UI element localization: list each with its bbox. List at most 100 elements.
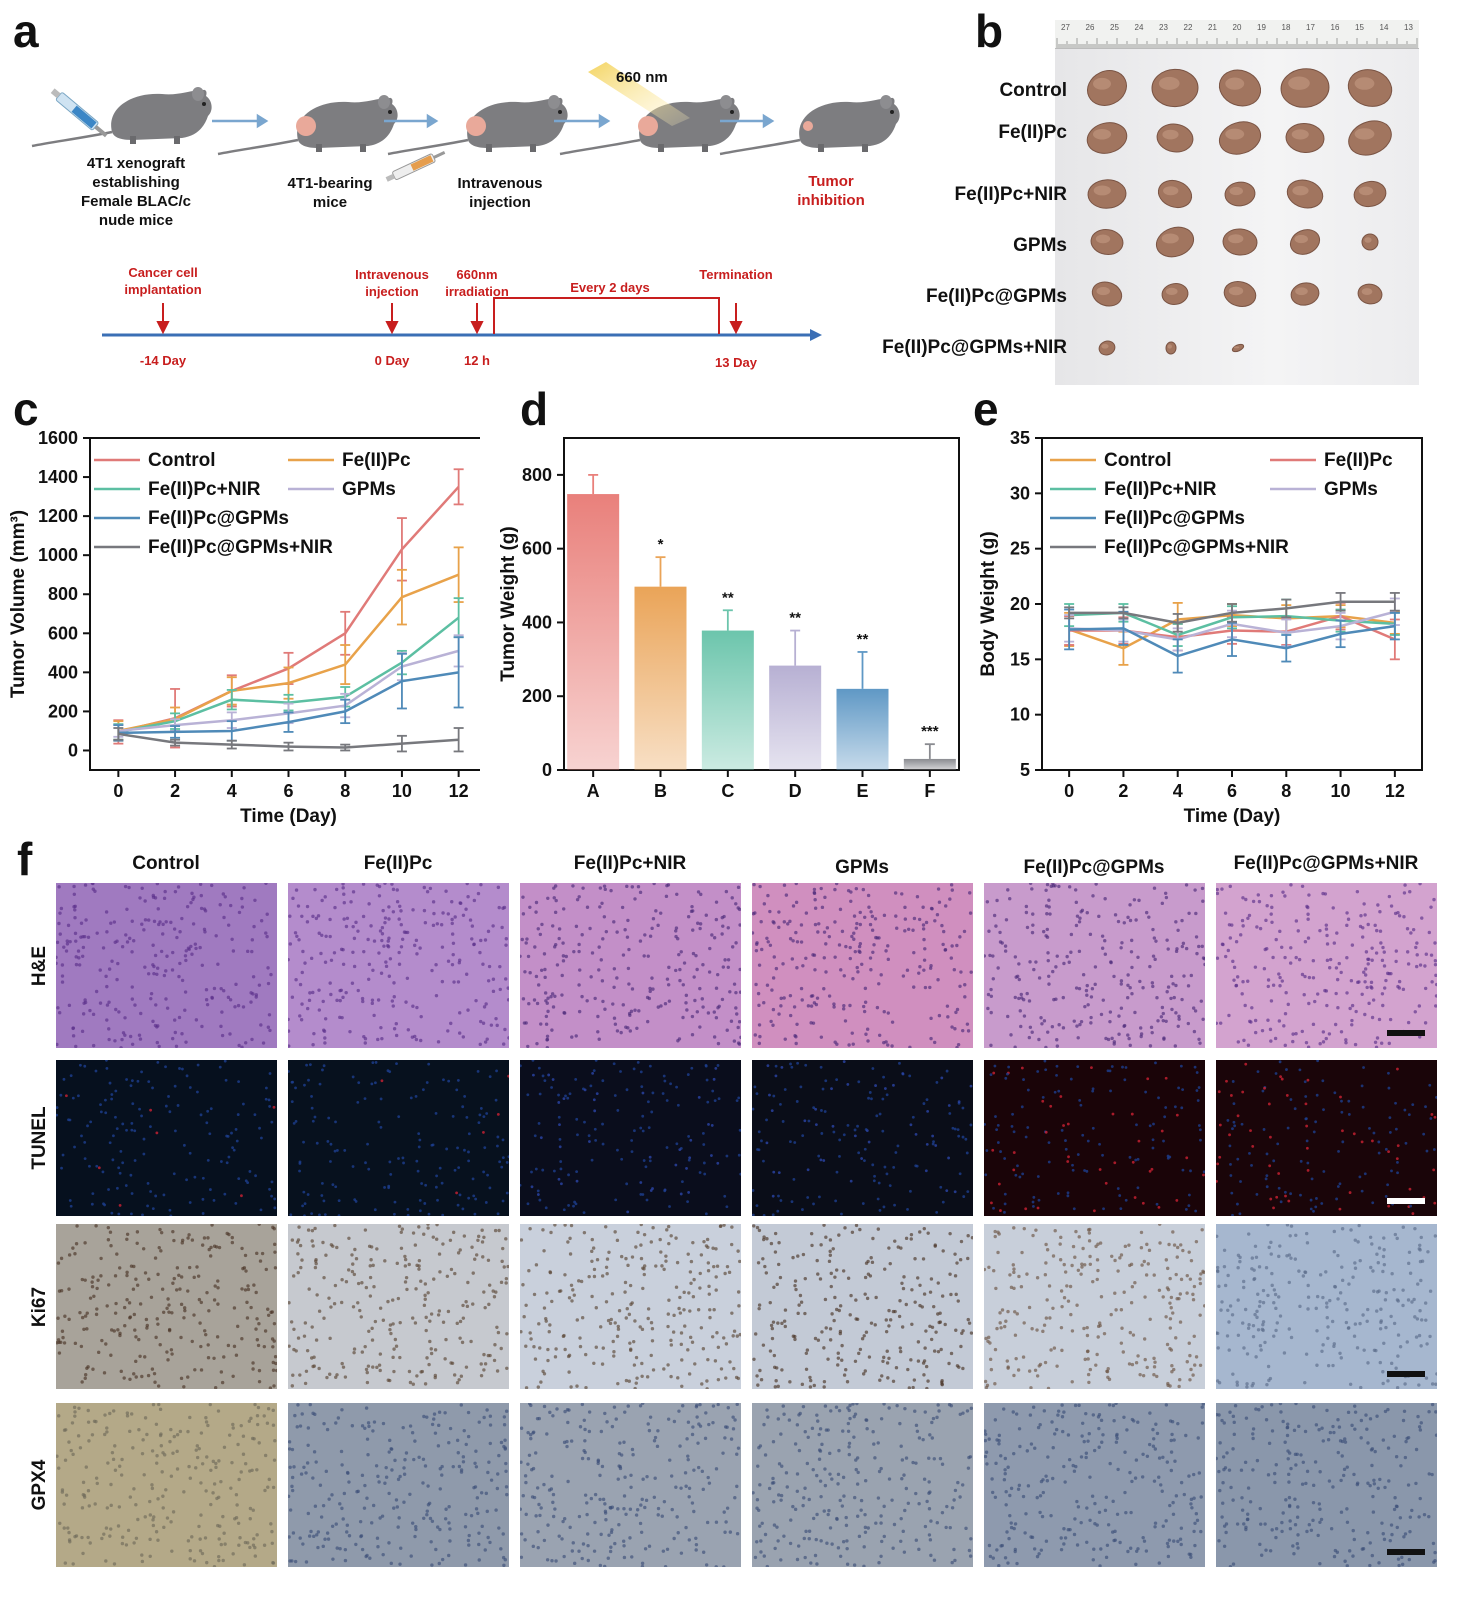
cell-nucleus: [777, 1241, 781, 1245]
cell-nucleus: [893, 1203, 896, 1207]
cell-nucleus: [989, 1010, 993, 1015]
cell-nucleus: [840, 1212, 843, 1216]
cell-nucleus: [324, 934, 328, 938]
cell-nucleus: [186, 1236, 190, 1240]
cell-nucleus: [669, 1338, 673, 1343]
cell-nucleus: [966, 1234, 970, 1238]
tumor-highlight: [1165, 287, 1178, 296]
cell-nucleus: [140, 1114, 143, 1118]
cell-nucleus: [1109, 1312, 1113, 1317]
cell-nucleus: [266, 981, 271, 986]
cell-nucleus: [641, 1129, 645, 1133]
cell-nucleus: [1083, 1263, 1087, 1267]
cell-nucleus: [487, 1283, 492, 1287]
cell-nucleus: [560, 973, 564, 978]
cell-nucleus: [986, 992, 991, 997]
cell-nucleus: [1234, 984, 1238, 988]
cell-nucleus: [216, 1302, 220, 1306]
histology-texture: [984, 883, 1205, 1048]
bar: [769, 665, 822, 770]
cell-nucleus: [870, 1260, 875, 1265]
cell-nucleus: [110, 1093, 114, 1096]
cell-nucleus: [1387, 1086, 1391, 1090]
cell-nucleus: [1314, 1120, 1318, 1124]
cell-nucleus: [505, 1332, 509, 1336]
cell-nucleus: [94, 1069, 98, 1073]
cell-nucleus: [765, 1237, 769, 1241]
cell-nucleus: [1127, 1362, 1132, 1366]
cell-nucleus: [1358, 924, 1363, 929]
cell-nucleus: [384, 964, 389, 969]
cell-nucleus: [415, 1263, 419, 1268]
cell-nucleus: [180, 1032, 184, 1036]
cell-nucleus: [354, 920, 358, 925]
cell-nucleus: [887, 1356, 891, 1360]
step-1-label: 4T1 xenograft establishing Female BLAC/c nu…: [80, 155, 192, 229]
y-tick-label: 1400: [38, 467, 78, 487]
cell-nucleus: [1363, 1172, 1367, 1176]
cell-nucleus: [133, 1328, 137, 1332]
cell-nucleus: [795, 1022, 799, 1026]
cell-nucleus: [1128, 1330, 1133, 1335]
cell-nucleus: [441, 1320, 446, 1324]
scale-bar: [1387, 1198, 1425, 1204]
cell-nucleus: [265, 934, 269, 939]
cell-nucleus: [1325, 1316, 1329, 1320]
cell-nucleus: [612, 1354, 616, 1358]
cell-nucleus: [1008, 897, 1012, 901]
cell-nucleus: [1396, 1144, 1400, 1148]
cell-nucleus: [593, 1127, 597, 1131]
y-tick-label: 5: [1020, 760, 1030, 780]
cell-nucleus: [848, 956, 853, 961]
cell-nucleus: [300, 1258, 304, 1262]
cell-nucleus: [707, 1292, 711, 1296]
cell-nucleus: [488, 1353, 492, 1358]
cell-nucleus: [411, 1316, 415, 1320]
cell-nucleus: [394, 1033, 399, 1038]
cell-nucleus: [1300, 884, 1305, 889]
cell-nucleus: [226, 995, 231, 1000]
cell-nucleus: [929, 1036, 933, 1041]
cell-nucleus: [708, 1308, 712, 1312]
cell-nucleus: [1096, 1335, 1100, 1339]
cell-nucleus: [323, 960, 328, 964]
cell-nucleus: [1234, 939, 1239, 944]
cell-nucleus: [1276, 1142, 1280, 1146]
cell-nucleus: [407, 1369, 412, 1374]
cell-nucleus: [1101, 998, 1105, 1002]
cell-nucleus: [62, 1077, 66, 1081]
cell-nucleus: [1432, 1148, 1436, 1151]
cell-nucleus: [623, 1290, 627, 1294]
cell-nucleus: [737, 1153, 741, 1157]
cell-nucleus: [861, 1372, 866, 1376]
cell-nucleus: [567, 1370, 571, 1374]
cell-nucleus: [1408, 890, 1412, 894]
cell-nucleus: [56, 961, 58, 966]
cell-nucleus: [909, 1123, 913, 1127]
cell-nucleus: [698, 1286, 702, 1290]
cell-nucleus: [451, 941, 456, 946]
cell-nucleus: [170, 1311, 174, 1315]
cell-nucleus: [1388, 1131, 1392, 1134]
cell-nucleus: [885, 1172, 889, 1176]
cell-nucleus: [904, 1236, 909, 1241]
cell-nucleus: [922, 937, 926, 942]
cell-nucleus: [80, 1535, 84, 1540]
cell-nucleus: [96, 1350, 101, 1355]
cell-nucleus: [387, 936, 391, 940]
cell-nucleus: [1178, 1378, 1182, 1382]
cell-nucleus: [298, 1014, 302, 1018]
cell-nucleus: [688, 1309, 692, 1313]
cell-nucleus: [529, 1337, 533, 1341]
cell-nucleus: [614, 1198, 618, 1202]
cell-nucleus: [1375, 1252, 1379, 1256]
cell-nucleus: [162, 1193, 166, 1197]
cell-nucleus: [1425, 1342, 1429, 1346]
cell-nucleus: [894, 1151, 898, 1154]
cell-nucleus: [707, 970, 712, 974]
cell-nucleus: [562, 907, 566, 911]
cell-nucleus: [1005, 1359, 1009, 1363]
cell-nucleus: [1370, 958, 1374, 962]
cell-nucleus: [534, 974, 539, 979]
